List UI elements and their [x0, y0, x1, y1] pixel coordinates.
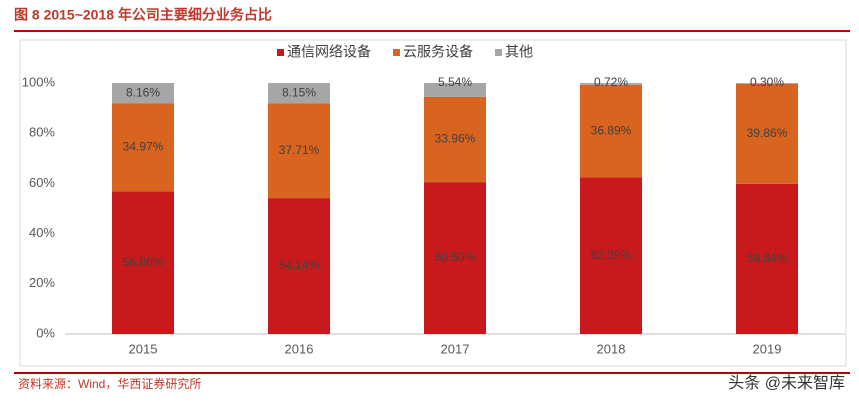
bar-segment	[424, 96, 486, 183]
data-label: 39.86%	[747, 126, 788, 140]
data-label: 54.14%	[279, 258, 320, 272]
legend-swatch	[495, 49, 502, 56]
data-label: 62.39%	[591, 248, 632, 262]
bar-segment	[112, 83, 174, 104]
x-tick-label: 2018	[597, 341, 626, 356]
y-tick-label: 60%	[29, 175, 55, 190]
bar-segment	[112, 103, 174, 192]
legend-label: 通信网络设备	[287, 44, 371, 60]
bar-segment	[424, 83, 486, 97]
source: 资料来源：Wind，华西证券研究所	[18, 376, 201, 391]
data-label: 33.96%	[435, 132, 476, 146]
title: 图 8 2015~2018 年公司主要细分业务占比	[14, 7, 272, 23]
data-label: 5.54%	[438, 75, 472, 89]
data-label: 0.30%	[750, 75, 784, 89]
bar-segment	[268, 83, 330, 104]
bar-segment	[580, 177, 642, 334]
bar-segment	[736, 83, 798, 184]
bar-segment	[736, 83, 798, 84]
bar-segment	[736, 183, 798, 334]
data-label: 34.97%	[123, 140, 164, 154]
legend-label: 其他	[505, 44, 533, 60]
y-tick-label: 20%	[29, 275, 55, 290]
watermark: 头条 @未来智库	[728, 374, 845, 392]
legend-swatch	[277, 49, 284, 56]
data-label: 37.71%	[279, 143, 320, 157]
y-tick-label: 0%	[36, 325, 55, 340]
bar-segment	[424, 182, 486, 334]
bar-segment	[580, 84, 642, 178]
bar-segment	[268, 198, 330, 334]
data-label: 60.50%	[435, 250, 476, 264]
y-tick-label: 80%	[29, 125, 55, 140]
legend-label: 云服务设备	[403, 44, 473, 60]
plot: 0% 20% 40% 60% 80% 100% 通信网络设备 云服务设备 其他 2015 56.86…	[22, 44, 845, 356]
x-tick-label: 2019	[753, 341, 782, 356]
y-tick-label: 100%	[22, 74, 56, 89]
x-tick-label: 2015	[129, 341, 158, 356]
chart-frame	[19, 39, 847, 367]
x-tick-label: 2017	[441, 341, 470, 356]
data-label: 8.15%	[282, 85, 316, 99]
y-tick-label: 40%	[29, 225, 55, 240]
data-label: 56.86%	[123, 255, 164, 269]
data-label: 59.84%	[747, 251, 788, 265]
data-label: 36.89%	[591, 123, 632, 137]
bar-segment	[112, 191, 174, 334]
bar-segment	[268, 103, 330, 199]
bar-segment	[580, 83, 642, 85]
legend-swatch	[393, 49, 400, 56]
x-tick-label: 2016	[285, 341, 314, 356]
data-label: 0.72%	[594, 75, 628, 89]
data-label: 8.16%	[126, 85, 160, 99]
